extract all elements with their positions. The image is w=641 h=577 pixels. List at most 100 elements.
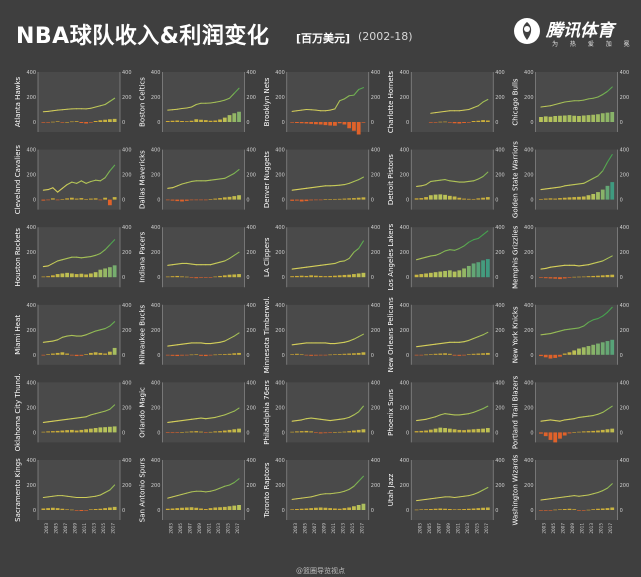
revenue-line-segment xyxy=(291,267,298,270)
y-tick-label-left: 0 xyxy=(157,353,160,359)
profit-bar xyxy=(352,506,356,510)
revenue-line-segment xyxy=(439,496,446,499)
profit-bar xyxy=(232,429,237,433)
profit-bar xyxy=(591,275,596,278)
profit-bar xyxy=(65,430,70,433)
team-name: Detroit Pistons xyxy=(387,154,395,205)
y-tick-label-right: 0 xyxy=(495,508,498,514)
profit-bar xyxy=(55,199,60,201)
profit-bar xyxy=(180,432,184,433)
profit-bar xyxy=(290,276,295,278)
profit-bar xyxy=(347,122,352,129)
y-tick-label-left: 200 xyxy=(400,405,410,411)
team-panel: 0 0 200 200 400 400 Milwaukee Bucks xyxy=(138,303,256,365)
profit-bar xyxy=(299,354,304,356)
profit-bar xyxy=(605,112,610,122)
y-tick-label-right: 200 xyxy=(246,173,256,179)
revenue-line-segment xyxy=(597,93,604,98)
profit-bar xyxy=(466,354,471,355)
revenue-line-segment xyxy=(416,499,422,502)
profit-bar xyxy=(299,122,304,124)
y-tick-label-right: 0 xyxy=(620,508,623,514)
profit-bar xyxy=(356,429,361,433)
revenue-line-segment xyxy=(296,188,303,191)
profit-bar xyxy=(558,432,562,439)
revenue-line-segment xyxy=(564,328,571,331)
profit-bar xyxy=(485,428,490,433)
team-name: Charlotte Hornets xyxy=(387,71,395,134)
profit-bar xyxy=(107,119,112,122)
y-tick-label-right: 400 xyxy=(620,303,630,309)
revenue-line-segment xyxy=(209,416,216,419)
revenue-line-segment xyxy=(57,419,63,422)
y-tick-label-right: 400 xyxy=(246,70,256,76)
profit-bar xyxy=(333,198,337,200)
profit-bar xyxy=(414,274,419,278)
profit-bar xyxy=(184,121,189,122)
profit-bar xyxy=(107,267,112,278)
team-name: Boston Celtics xyxy=(138,77,146,127)
y-tick-label-right: 200 xyxy=(620,95,630,101)
y-tick-label-left: 200 xyxy=(524,173,534,179)
revenue-line-segment xyxy=(171,495,178,498)
y-tick-label-left: 400 xyxy=(524,70,534,76)
revenue-line-segment xyxy=(439,110,446,113)
y-tick-label-left: 0 xyxy=(282,275,285,281)
plot-area xyxy=(535,149,618,210)
revenue-line-segment xyxy=(597,260,604,263)
revenue-line-segment xyxy=(171,185,178,189)
profit-bar xyxy=(347,274,352,278)
revenue-line-segment xyxy=(482,171,489,178)
y-tick-label-left: 400 xyxy=(275,225,285,231)
y-tick-label-left: 200 xyxy=(400,173,410,179)
revenue-line-segment xyxy=(554,330,561,333)
team-name: Brooklyn Nets xyxy=(263,77,271,126)
revenue-line-segment xyxy=(171,344,178,346)
revenue-line-segment xyxy=(95,179,101,182)
profit-bar xyxy=(69,273,74,278)
team-name: Denver Nuggets xyxy=(263,151,271,208)
plot-area xyxy=(286,460,369,520)
revenue-line-segment xyxy=(343,257,350,262)
revenue-line-segment xyxy=(358,87,364,91)
x-tick-label: 2013 xyxy=(216,523,221,534)
revenue-line-segment xyxy=(540,188,547,191)
profit-bar xyxy=(41,276,46,278)
profit-bar xyxy=(591,344,596,355)
profit-bar xyxy=(443,194,447,200)
revenue-line-segment xyxy=(209,101,216,104)
y-tick-label-left: 400 xyxy=(400,70,410,76)
y-tick-label-left: 400 xyxy=(400,380,410,386)
x-tick-label: 2009 xyxy=(197,523,202,534)
revenue-line-segment xyxy=(224,97,231,101)
y-tick-label-left: 400 xyxy=(26,380,36,386)
profit-bar xyxy=(69,121,74,123)
revenue-line-segment xyxy=(473,336,479,340)
revenue-line-segment xyxy=(482,331,489,336)
profit-bar xyxy=(112,506,117,510)
revenue-line-segment xyxy=(310,495,317,498)
profit-bar xyxy=(213,198,218,200)
revenue-line-segment xyxy=(482,405,489,410)
revenue-line-segment xyxy=(315,185,322,188)
revenue-line-segment xyxy=(219,99,226,102)
revenue-line-segment xyxy=(602,311,609,317)
revenue-line-segment xyxy=(181,492,188,495)
profit-bar xyxy=(586,431,591,433)
revenue-line-segment xyxy=(564,184,571,187)
y-tick-label-left: 0 xyxy=(157,275,160,281)
revenue-line-segment xyxy=(583,321,590,327)
revenue-line-segment xyxy=(190,490,197,493)
revenue-line-segment xyxy=(57,336,63,341)
profit-bar xyxy=(194,277,199,279)
revenue-line-segment xyxy=(583,415,590,418)
profit-bar xyxy=(466,122,471,123)
revenue-line-segment xyxy=(228,254,235,259)
x-tick-label: 2003 xyxy=(293,523,298,534)
profit-bar xyxy=(184,507,189,510)
x-tick-label: 2017 xyxy=(111,523,116,534)
profit-bar xyxy=(452,354,457,356)
revenue-line-segment xyxy=(109,484,116,491)
revenue-line-segment xyxy=(482,98,489,103)
profit-bar xyxy=(88,273,93,278)
